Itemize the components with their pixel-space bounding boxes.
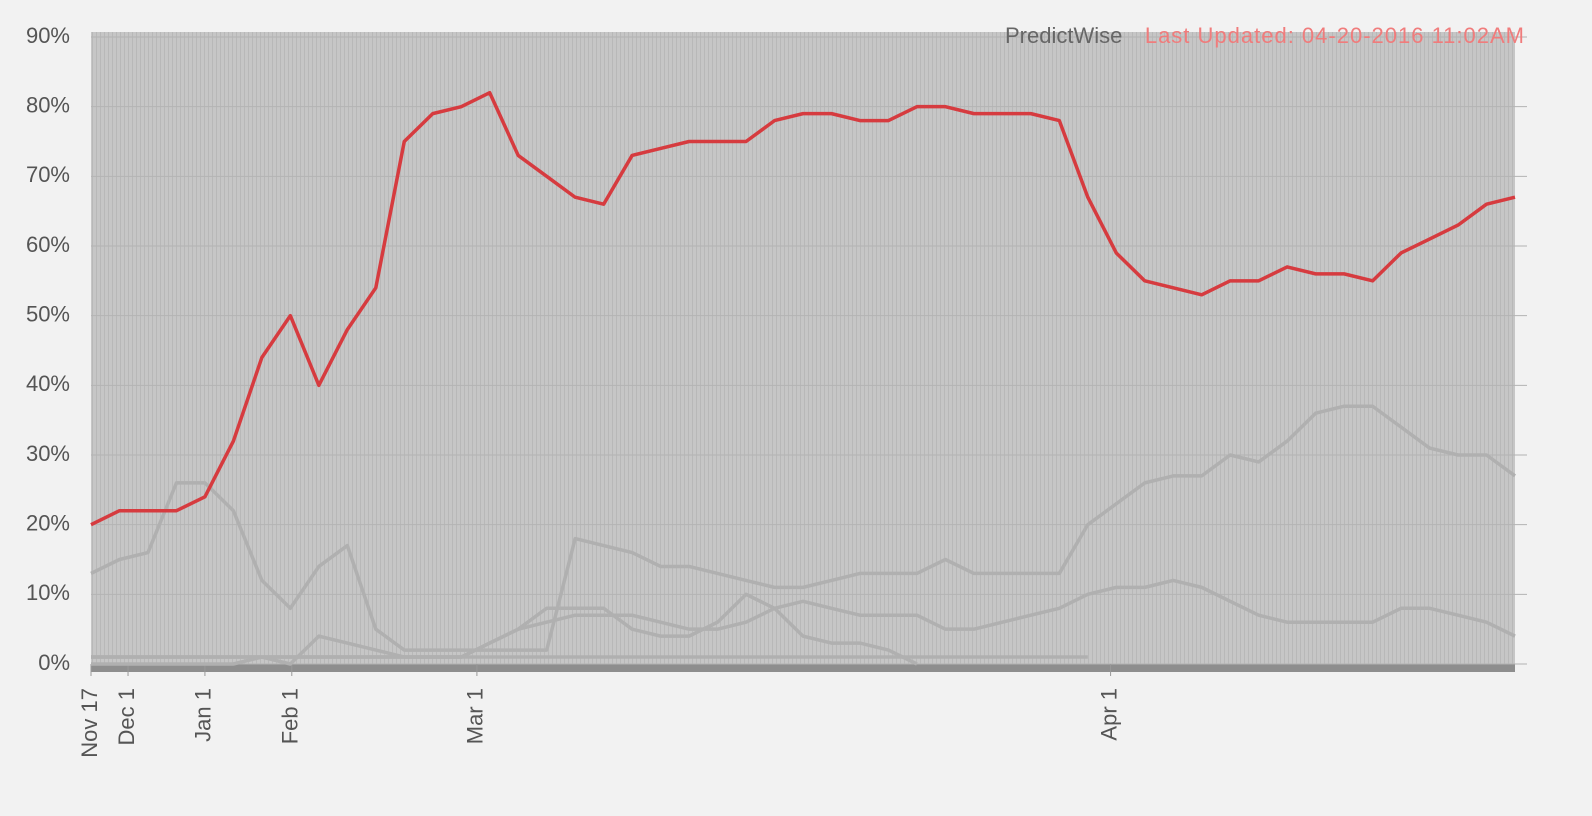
x-tick-label: Apr 1 xyxy=(1096,688,1121,741)
x-tick-label: Dec 1 xyxy=(114,688,139,745)
x-tick-label: Mar 1 xyxy=(463,688,488,744)
updated-label: Last Updated: 04-20-2016 11:02AM xyxy=(1145,23,1525,48)
y-tick-label: 20% xyxy=(26,510,70,535)
y-tick-label: 0% xyxy=(38,650,70,675)
series-line xyxy=(90,404,1517,652)
x-tick-label: Nov 17 xyxy=(77,688,102,758)
y-tick-label: 80% xyxy=(26,92,70,117)
x-tick-label: Jan 1 xyxy=(191,688,216,742)
y-tick-label: 90% xyxy=(26,23,70,48)
y-tick-label: 70% xyxy=(26,162,70,187)
brand-label: PredictWise xyxy=(1005,23,1122,48)
y-tick-label: 50% xyxy=(26,301,70,326)
plot-area xyxy=(91,32,1515,672)
y-tick-label: 60% xyxy=(26,232,70,257)
series-line xyxy=(90,90,1516,527)
y-tick-label: 40% xyxy=(26,371,70,396)
y-tick-label: 10% xyxy=(26,580,70,605)
baseline-band xyxy=(91,664,1515,672)
series-line xyxy=(91,592,918,666)
y-tick-label: 30% xyxy=(26,441,70,466)
x-tick-label: Feb 1 xyxy=(278,688,303,744)
